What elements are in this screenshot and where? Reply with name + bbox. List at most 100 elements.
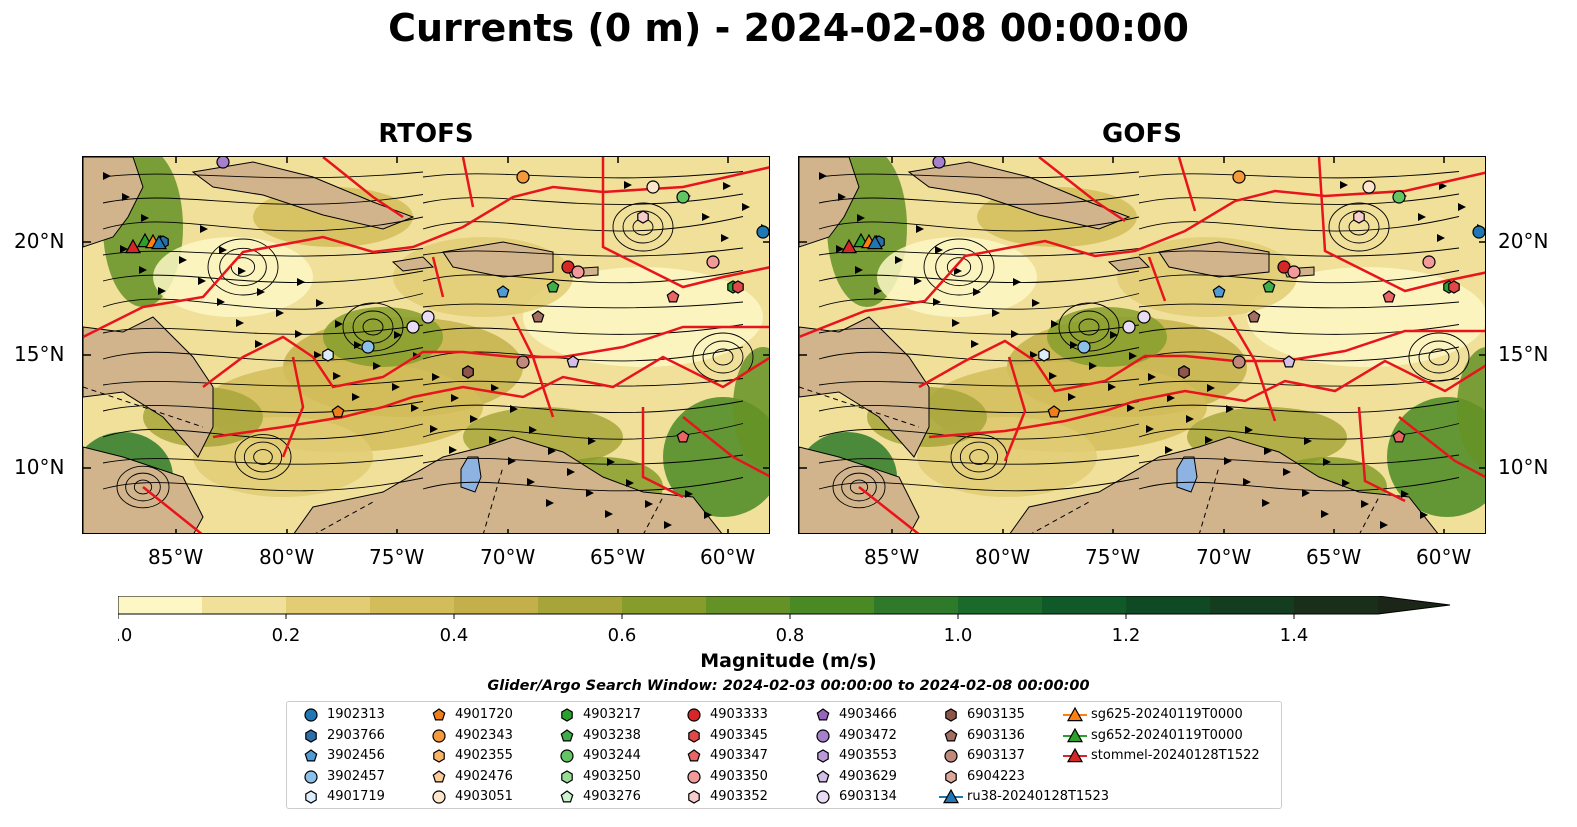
current-boundary-line <box>858 406 1485 533</box>
legend-marker-icon <box>561 708 573 722</box>
current-boundary-line <box>212 355 769 439</box>
legend-label: 1902313 <box>327 707 385 722</box>
streamline <box>102 401 424 413</box>
legend-label: 3902457 <box>327 768 385 784</box>
legend-label: 4903553 <box>839 748 897 763</box>
colorbar-bin <box>1126 596 1211 614</box>
float-marker-4903352 <box>1353 210 1365 224</box>
float-marker-6903137 <box>516 355 530 369</box>
legend-label: 4903352 <box>710 789 768 804</box>
streamline <box>422 324 744 335</box>
float-marker-4903629 <box>566 355 580 368</box>
glider-marker-stommel-20240128T1522 <box>840 238 858 254</box>
legend-marker-icon <box>688 728 700 743</box>
colorbar-bin <box>958 596 1043 614</box>
float-marker-3902457 <box>1077 340 1091 354</box>
colorbar-tick-label: 0.8 <box>776 625 805 646</box>
colorbar-bin <box>1210 596 1295 614</box>
legend-marker-icon <box>1063 727 1087 742</box>
float-marker-4902343 <box>1232 170 1246 184</box>
float-marker-6903137 <box>1232 355 1246 369</box>
float-marker-4903350 <box>1422 255 1436 269</box>
colorbar-bin <box>790 596 875 614</box>
legend-label: 4903238 <box>583 727 641 743</box>
float-marker-4903345 <box>732 280 744 294</box>
lon-label-right-3: 70°W <box>1196 545 1252 569</box>
float-marker-4903350 <box>706 255 720 269</box>
float-marker-4903347 <box>676 430 690 443</box>
streamline <box>102 171 424 179</box>
colorbar-bin <box>454 596 539 614</box>
lon-label-left-4: 65°W <box>590 545 646 569</box>
streamline <box>102 194 424 205</box>
legend-marker-icon <box>687 769 701 784</box>
streamline <box>1138 400 1460 414</box>
float-marker-4903350 <box>1287 265 1301 279</box>
legend-marker-icon <box>945 708 957 722</box>
lon-label-right-0: 85°W <box>864 545 920 569</box>
streamline <box>818 194 1140 205</box>
float-marker-4903345 <box>1448 280 1460 294</box>
legend: 1902313 2903766 3902456 3902457 4901719 49017… <box>286 701 1282 809</box>
streamline <box>818 347 1140 362</box>
lon-label-right-1: 80°W <box>975 545 1031 569</box>
float-marker-6903136 <box>1247 310 1261 323</box>
glider-marker-ru38-20240128T1523 <box>150 234 168 250</box>
lon-label-left-1: 80°W <box>259 545 315 569</box>
streamline <box>102 293 424 310</box>
streamline <box>422 301 744 309</box>
legend-marker-icon <box>688 790 700 804</box>
streamline <box>422 171 744 179</box>
float-marker-4903347 <box>1382 290 1396 303</box>
float-marker-4903347 <box>666 290 680 303</box>
legend-marker-icon <box>816 728 830 743</box>
colorbar-tick-label: 0.2 <box>272 625 301 646</box>
float-marker-4901719 <box>322 348 334 362</box>
legend-label: 4903244 <box>583 748 641 763</box>
streamline <box>1138 346 1460 362</box>
legend-marker-icon <box>816 708 830 721</box>
float-marker-4902343 <box>516 170 530 184</box>
colorbar-tick-label: 1.4 <box>1280 625 1309 646</box>
colorbar-bin <box>874 596 959 614</box>
legend-marker-icon <box>560 749 574 763</box>
float-marker-3902456 <box>496 285 510 298</box>
legend-label: 4901719 <box>327 789 385 804</box>
colorbar-bin <box>1042 596 1127 614</box>
float-marker-4903350 <box>571 265 585 279</box>
legend-marker-icon <box>687 749 701 762</box>
legend-label: sg652-20240119T0000 <box>1091 727 1243 743</box>
legend-label: 4903051 <box>455 789 513 804</box>
float-marker-4903244 <box>676 190 690 204</box>
float-marker-6903135 <box>1178 365 1190 379</box>
legend-label: stommel-20240128T1522 <box>1091 748 1260 763</box>
legend-label: 4902476 <box>455 768 513 784</box>
legend-label: 6903135 <box>967 707 1025 722</box>
legend-label: 4903345 <box>710 727 768 743</box>
colorbar-bin <box>118 596 203 614</box>
streamline <box>1138 216 1460 232</box>
streamline <box>818 455 1140 465</box>
legend-label: 4903350 <box>710 768 768 784</box>
streamline <box>102 216 424 232</box>
legend-marker-icon <box>817 749 829 763</box>
legend-label: 4902355 <box>455 748 513 763</box>
colorbar-bin <box>622 596 707 614</box>
legend-marker-icon <box>1063 706 1087 722</box>
float-marker-4903472 <box>932 157 946 169</box>
current-boundary-line <box>918 329 1485 393</box>
legend-marker-icon <box>432 790 446 804</box>
legend-marker-icon <box>432 769 446 782</box>
legend-label: 4903217 <box>583 707 641 722</box>
lon-label-left-5: 60°W <box>700 545 756 569</box>
colorbar-tick-label: 1.0 <box>944 625 973 646</box>
streamline <box>102 347 424 362</box>
colorbar-tick-label: 1.2 <box>1112 625 1141 646</box>
streamline <box>1138 454 1460 465</box>
float-marker-6903136 <box>531 310 545 323</box>
float-marker-4901719 <box>1038 348 1050 362</box>
streamline <box>1138 378 1460 387</box>
legend-marker-icon <box>304 749 318 762</box>
legend-label: 4903276 <box>583 789 641 804</box>
legend-label: 2903766 <box>327 727 385 743</box>
